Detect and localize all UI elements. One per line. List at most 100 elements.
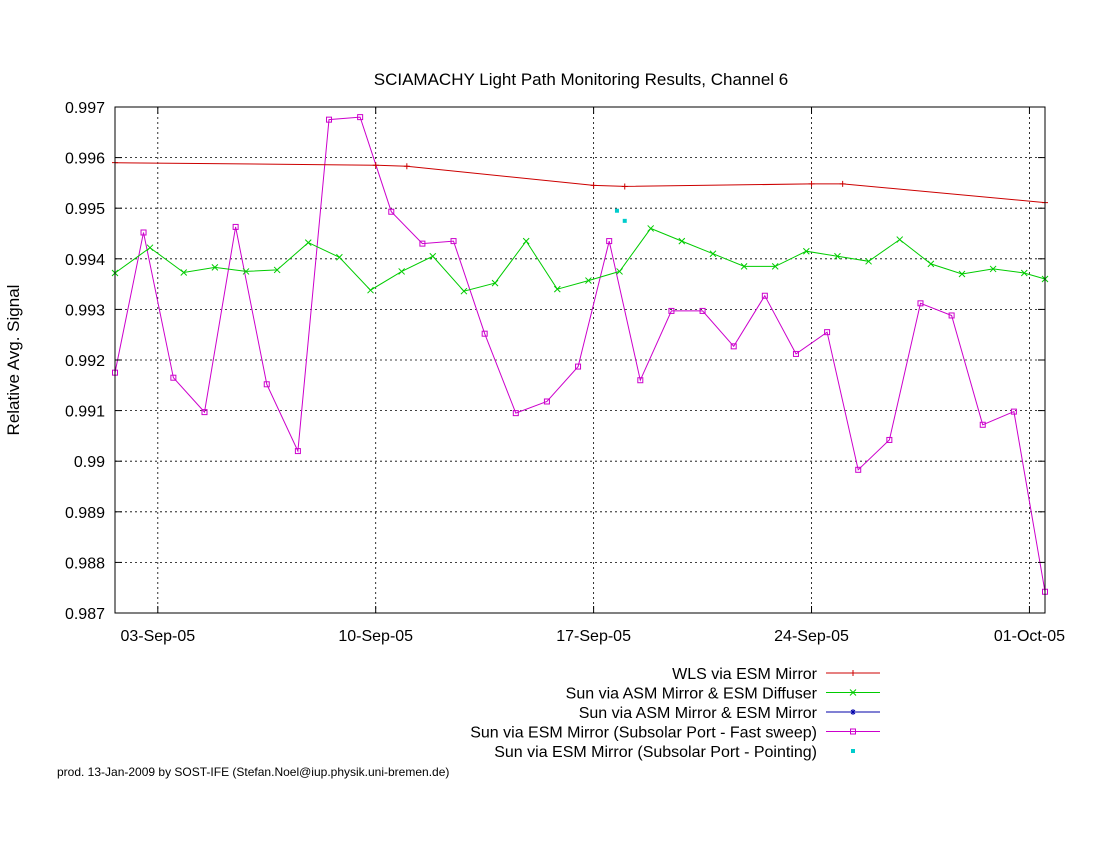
data-point [367,286,374,294]
data-point [543,398,550,405]
x-tick-label: 01-Oct-05 [994,628,1065,645]
data-point [180,269,188,276]
data-point [585,277,592,284]
data-point [637,377,644,384]
data-point [850,728,856,735]
data-point [232,223,239,230]
data-point [1020,269,1028,277]
data-point [140,229,147,236]
data-point [491,279,499,287]
data-point [616,268,623,275]
y-tick-label: 0.99 [74,454,105,471]
y-tick-label: 0.991 [65,404,105,421]
data-point [481,330,488,337]
data-point [989,265,997,273]
series-line [114,116,1046,592]
data-point [771,263,779,270]
chart-title: SCIAMACHY Light Path Monitoring Results,… [374,70,789,89]
data-point [388,208,395,215]
data-point [917,300,924,307]
data-point [170,374,177,381]
x-tick-label: 24-Sep-05 [774,628,849,645]
data-point [263,381,270,388]
data-point [886,436,893,443]
data-point [614,208,619,213]
y-tick-label: 0.995 [65,201,105,218]
data-point [979,421,986,428]
data-point [824,329,831,336]
data-point [699,307,706,314]
series-line [114,227,1046,292]
data-point [294,448,301,455]
data-point [839,180,846,187]
data-point [403,163,410,170]
data-point [201,409,208,416]
data-point [622,218,627,223]
data-point [553,285,561,293]
data-point [730,343,737,350]
y-axis-label: Relative Avg. Signal [4,285,23,436]
data-point [668,307,675,314]
data-point [1010,408,1017,415]
data-point [958,270,966,278]
legend-label: Sun via ASM Mirror & ESM Diffuser [566,686,818,703]
data-point [304,239,312,246]
data-point [740,263,748,270]
data-point [896,236,904,243]
y-tick-label: 0.994 [65,252,105,269]
data-point [621,183,628,190]
data-point [761,292,768,299]
data-point [709,250,717,258]
data-point [850,670,856,676]
y-tick-label: 0.987 [65,606,105,623]
y-tick-label: 0.992 [65,353,105,370]
data-point [865,257,872,265]
series-1 [111,225,1049,295]
axis-ticks: 0.987 0.988 0.989 0.99 0.991 0.992 0.993 0.994 0… [65,100,1065,645]
data-point [590,182,597,189]
data-point [522,237,530,245]
data-point [850,709,856,715]
data-point [273,266,281,274]
y-tick-label: 0.989 [65,505,105,522]
y-tick-label: 0.997 [65,100,105,117]
data-point [792,350,799,357]
x-tick-label: 03-Sep-05 [120,628,195,645]
data-point [802,247,810,255]
data-point [948,312,955,319]
legend: WLS via ESM Mirror Sun via ASM Mirror & E… [470,666,880,761]
data-point [678,237,686,245]
series-line [114,162,1046,204]
data-point [647,225,655,232]
data-point [855,466,862,473]
x-tick-label: 17-Sep-05 [556,628,631,645]
data-point [326,116,333,123]
series-0 [112,159,1048,206]
data-point [450,238,457,245]
data-point [419,240,426,247]
y-tick-label: 0.996 [65,151,105,168]
series-3 [112,114,1048,595]
x-tick-label: 10-Sep-05 [338,628,413,645]
footer-credit: prod. 13-Jan-2009 by SOST-IFE (Stefan.No… [57,765,449,779]
legend-label: Sun via ESM Mirror (Subsolar Port - Poin… [494,744,817,761]
series-layer [111,114,1049,595]
data-point [460,287,468,295]
legend-label: WLS via ESM Mirror [672,666,818,683]
data-point [357,114,364,121]
series-4 [614,208,627,223]
data-point [575,363,582,370]
data-point [834,252,841,260]
data-point [146,244,154,252]
data-point [606,238,613,245]
data-point [398,268,406,275]
y-tick-label: 0.993 [65,302,105,319]
data-point [808,180,815,187]
legend-label: Sun via ESM Mirror (Subsolar Port - Fast… [470,725,817,742]
data-point [211,264,219,271]
data-point [927,260,935,268]
legend-label: Sun via ASM Mirror & ESM Mirror [579,705,818,722]
data-point [849,689,857,696]
data-point [429,252,437,260]
